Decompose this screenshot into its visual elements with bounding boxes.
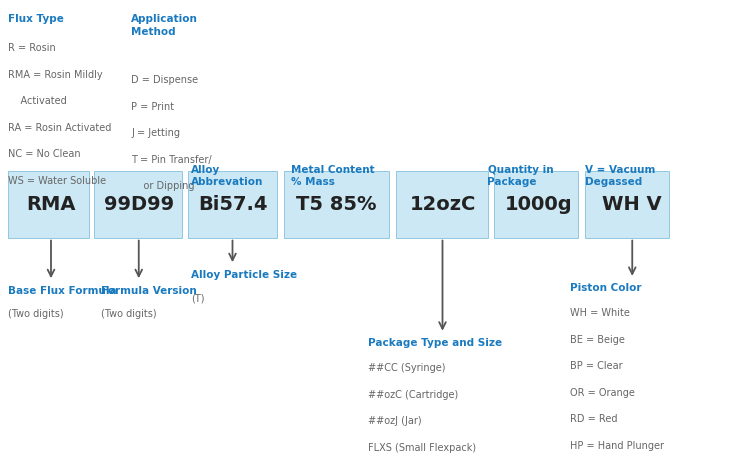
- Text: V = Vacuum
Degassed: V = Vacuum Degassed: [585, 165, 656, 187]
- Text: J = Jetting: J = Jetting: [131, 128, 180, 138]
- Text: NC = No Clean: NC = No Clean: [8, 149, 80, 159]
- Text: (T): (T): [191, 293, 205, 303]
- Text: (Two digits): (Two digits): [101, 309, 157, 319]
- Text: FLXS (Small Flexpack): FLXS (Small Flexpack): [368, 443, 476, 453]
- Text: 12ozC: 12ozC: [410, 195, 476, 214]
- Text: Piston Color: Piston Color: [570, 283, 641, 293]
- Text: Package Type and Size: Package Type and Size: [368, 338, 502, 348]
- FancyBboxPatch shape: [94, 171, 182, 238]
- Text: Bi57.4: Bi57.4: [198, 195, 267, 214]
- Text: WH V: WH V: [602, 195, 662, 214]
- Text: Activated: Activated: [8, 96, 66, 106]
- Text: Application
Method: Application Method: [131, 14, 198, 37]
- Text: 1000g: 1000g: [505, 195, 572, 214]
- Text: RD = Red: RD = Red: [570, 414, 617, 425]
- Text: D = Dispense: D = Dispense: [131, 75, 198, 85]
- Text: WH = White: WH = White: [570, 308, 630, 319]
- Text: WS = Water Soluble: WS = Water Soluble: [8, 176, 106, 186]
- Text: ##ozJ (Jar): ##ozJ (Jar): [368, 416, 422, 426]
- Text: R = Rosin: R = Rosin: [8, 43, 56, 53]
- Text: T = Pin Transfer/: T = Pin Transfer/: [131, 155, 212, 165]
- Text: BE = Beige: BE = Beige: [570, 335, 625, 345]
- Text: Formula Version: Formula Version: [101, 286, 197, 296]
- Text: RA = Rosin Activated: RA = Rosin Activated: [8, 123, 111, 133]
- Text: Flux Type: Flux Type: [8, 14, 63, 24]
- Text: Metal Content
% Mass: Metal Content % Mass: [291, 165, 375, 187]
- FancyBboxPatch shape: [585, 171, 669, 238]
- Text: HP = Hand Plunger: HP = Hand Plunger: [570, 441, 664, 451]
- FancyBboxPatch shape: [8, 171, 88, 238]
- Text: OR = Orange: OR = Orange: [570, 388, 634, 398]
- Text: RMA: RMA: [26, 195, 76, 214]
- FancyBboxPatch shape: [284, 171, 388, 238]
- Text: Alloy
Abbrevation: Alloy Abbrevation: [191, 165, 264, 187]
- Text: (Two digits): (Two digits): [8, 309, 63, 319]
- Text: or Dipping: or Dipping: [131, 181, 195, 191]
- Text: Alloy Particle Size: Alloy Particle Size: [191, 270, 297, 280]
- Text: Base Flux Formula: Base Flux Formula: [8, 286, 116, 296]
- Text: P = Print: P = Print: [131, 102, 174, 112]
- Text: ##ozC (Cartridge): ##ozC (Cartridge): [368, 390, 458, 400]
- FancyBboxPatch shape: [494, 171, 578, 238]
- Text: ##CC (Syringe): ##CC (Syringe): [368, 363, 445, 373]
- FancyBboxPatch shape: [188, 171, 277, 238]
- Text: RMA = Rosin Mildly: RMA = Rosin Mildly: [8, 70, 102, 80]
- FancyBboxPatch shape: [396, 171, 488, 238]
- Text: T5 85%: T5 85%: [296, 195, 376, 214]
- Text: Quantity in
Package: Quantity in Package: [488, 165, 553, 187]
- Text: 99D99: 99D99: [104, 195, 174, 214]
- Text: BP = Clear: BP = Clear: [570, 361, 622, 372]
